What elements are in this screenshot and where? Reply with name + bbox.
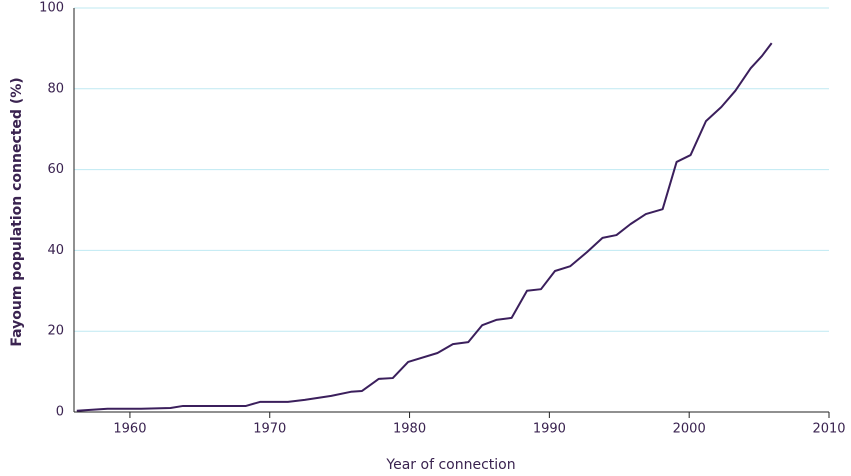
x-tick-label: 1980 [393, 422, 426, 437]
y-tick-label: 100 [39, 1, 64, 16]
y-tick-label: 20 [47, 324, 64, 339]
x-tick-label: 2010 [812, 422, 845, 437]
x-axis-title: Year of connection [385, 457, 515, 473]
x-tick-label: 1990 [533, 422, 566, 437]
y-axis-title: Fayoum population connected (%) [9, 77, 25, 346]
y-tick-label: 80 [47, 81, 64, 96]
x-tick-label: 2000 [673, 422, 706, 437]
y-tick-label: 0 [56, 405, 64, 420]
x-tick-label: 1960 [113, 422, 146, 437]
data-line [76, 42, 773, 412]
y-tick-label: 60 [47, 162, 64, 177]
x-tick-label: 1970 [253, 422, 286, 437]
y-tick-label: 40 [47, 243, 64, 258]
